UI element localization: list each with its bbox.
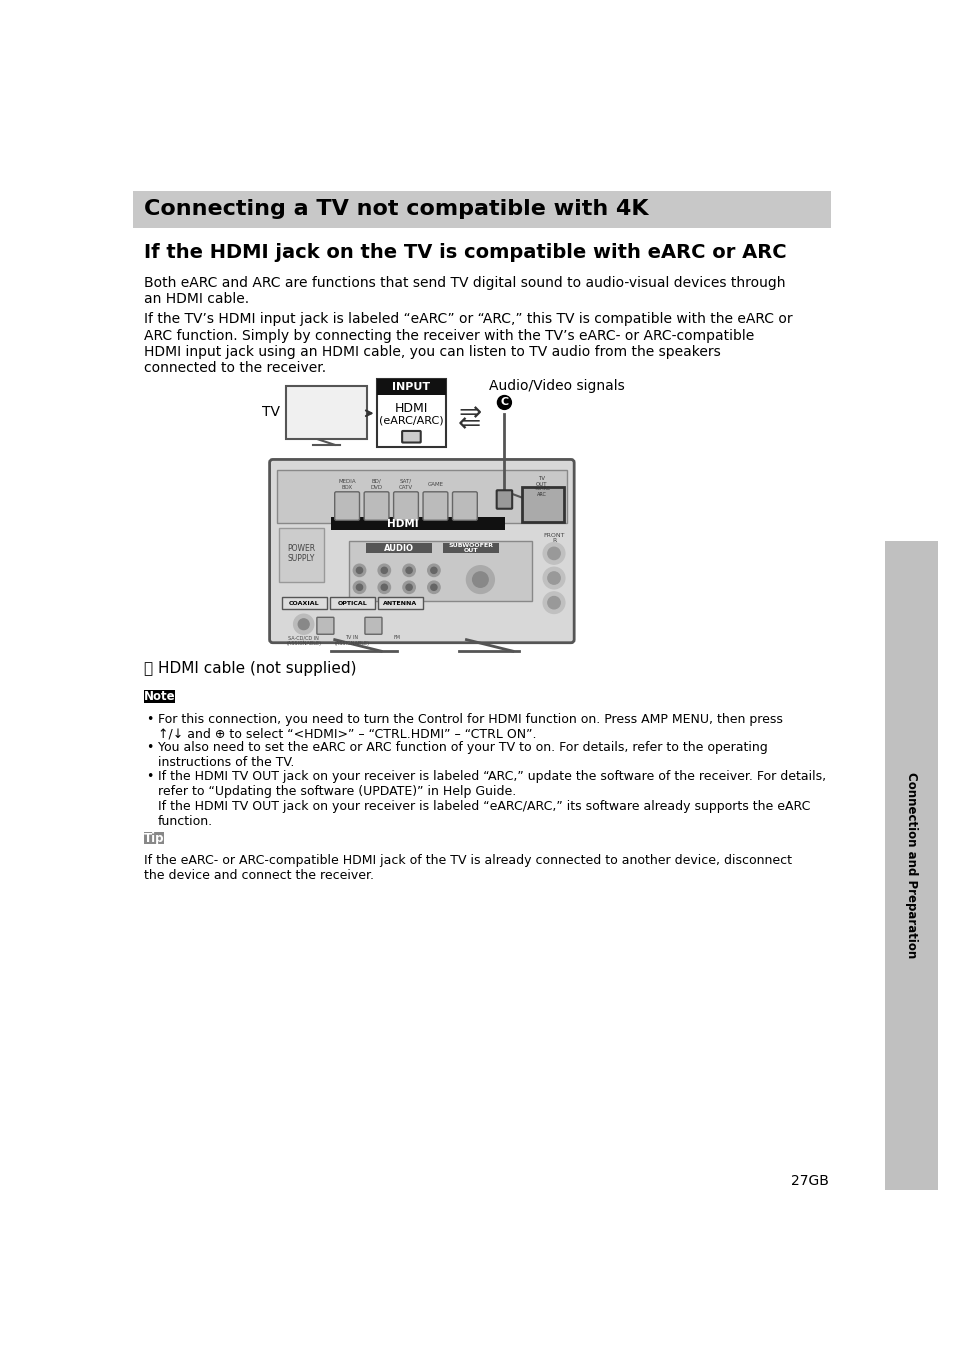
Text: If the TV’s HDMI input jack is labeled “eARC” or “ARC,” this TV is compatible wi: If the TV’s HDMI input jack is labeled “… [144,312,792,375]
Text: +eARC
ARC: +eARC ARC [533,487,550,498]
Circle shape [406,584,412,591]
FancyBboxPatch shape [376,380,446,395]
Circle shape [466,565,494,594]
FancyBboxPatch shape [331,518,505,530]
Text: FM: FM [393,635,399,639]
Circle shape [356,584,362,591]
FancyBboxPatch shape [422,492,447,521]
Text: AUDIO: AUDIO [384,544,414,553]
Text: (eARC/ARC): (eARC/ARC) [378,416,443,426]
Text: C: C [499,397,508,407]
Text: Audio/Video signals: Audio/Video signals [488,379,624,392]
Text: If the HDMI TV OUT jack on your receiver is labeled “ARC,” update the software o: If the HDMI TV OUT jack on your receiver… [158,769,825,827]
FancyBboxPatch shape [278,529,323,581]
Text: 27GB: 27GB [790,1174,828,1188]
Circle shape [431,568,436,573]
Circle shape [547,596,559,608]
FancyBboxPatch shape [348,541,532,602]
Text: OPTICAL: OPTICAL [337,600,367,606]
Circle shape [542,542,564,564]
FancyBboxPatch shape [335,492,359,521]
Circle shape [497,396,511,410]
Circle shape [353,564,365,576]
Text: Tip: Tip [144,831,164,845]
Text: For this connection, you need to turn the Control for HDMI function on. Press AM: For this connection, you need to turn th… [158,713,782,741]
Circle shape [427,581,439,594]
Circle shape [427,564,439,576]
FancyBboxPatch shape [330,598,375,608]
Text: SAT/
CATV: SAT/ CATV [398,479,413,489]
FancyBboxPatch shape [376,380,446,448]
Text: SA-CD/CD IN
(ASSIGNABLE): SA-CD/CD IN (ASSIGNABLE) [286,635,321,646]
FancyBboxPatch shape [443,542,498,553]
Text: COAXIAL: COAXIAL [289,600,319,606]
Text: ⇐: ⇐ [457,410,480,438]
Circle shape [294,614,314,634]
Circle shape [377,564,390,576]
Circle shape [542,592,564,614]
Text: TV IN
(ASSIGNABLE): TV IN (ASSIGNABLE) [334,635,369,646]
Circle shape [381,568,387,573]
FancyBboxPatch shape [276,470,567,523]
Circle shape [402,564,415,576]
Text: If the HDMI jack on the TV is compatible with eARC or ARC: If the HDMI jack on the TV is compatible… [144,243,786,262]
FancyBboxPatch shape [144,831,164,845]
Text: You also need to set the eARC or ARC function of your TV to on. For details, ref: You also need to set the eARC or ARC fun… [158,741,767,769]
Text: FRONT
R: FRONT R [542,533,564,544]
Circle shape [542,568,564,589]
Circle shape [353,581,365,594]
Text: ⇒: ⇒ [457,399,480,427]
FancyBboxPatch shape [144,690,174,703]
FancyBboxPatch shape [316,618,334,634]
Text: Ⓒ HDMI cable (not supplied): Ⓒ HDMI cable (not supplied) [144,661,356,676]
Circle shape [431,584,436,591]
Text: •: • [147,741,153,754]
Text: MEDIA
BOX: MEDIA BOX [338,479,355,489]
FancyBboxPatch shape [365,542,431,553]
Text: HDMI: HDMI [395,402,428,415]
Text: TV: TV [261,406,279,419]
FancyBboxPatch shape [365,618,381,634]
Text: •: • [147,769,153,783]
FancyBboxPatch shape [497,491,512,508]
Circle shape [381,584,387,591]
Text: GAME: GAME [427,481,443,487]
Text: Note: Note [144,690,175,703]
FancyBboxPatch shape [286,385,367,439]
Text: Both eARC and ARC are functions that send TV digital sound to audio-visual devic: Both eARC and ARC are functions that sen… [144,276,784,307]
FancyBboxPatch shape [270,460,574,642]
Text: BD/
DVD: BD/ DVD [370,479,382,489]
FancyBboxPatch shape [402,431,420,442]
Circle shape [402,581,415,594]
Text: INPUT: INPUT [392,383,430,392]
Text: HDMI: HDMI [386,519,417,529]
FancyBboxPatch shape [377,598,422,608]
Text: •: • [147,713,153,726]
Circle shape [547,548,559,560]
FancyBboxPatch shape [452,492,476,521]
FancyBboxPatch shape [884,541,937,1190]
Text: ANTENNA: ANTENNA [383,600,417,606]
FancyBboxPatch shape [521,487,563,522]
FancyBboxPatch shape [282,598,327,608]
Circle shape [356,568,362,573]
FancyBboxPatch shape [133,191,830,227]
Circle shape [298,619,309,630]
Text: TV
OUT: TV OUT [536,476,547,487]
Circle shape [406,568,412,573]
Text: Connecting a TV not compatible with 4K: Connecting a TV not compatible with 4K [144,199,648,219]
Circle shape [547,572,559,584]
Circle shape [472,572,488,587]
FancyBboxPatch shape [364,492,389,521]
Text: POWER
SUPPLY: POWER SUPPLY [287,544,315,562]
Text: If the eARC- or ARC-compatible HDMI jack of the TV is already connected to anoth: If the eARC- or ARC-compatible HDMI jack… [144,853,791,882]
Circle shape [377,581,390,594]
FancyBboxPatch shape [394,492,418,521]
Text: SUBWOOFER
OUT: SUBWOOFER OUT [448,542,493,553]
Text: Connection and Preparation: Connection and Preparation [904,772,917,959]
